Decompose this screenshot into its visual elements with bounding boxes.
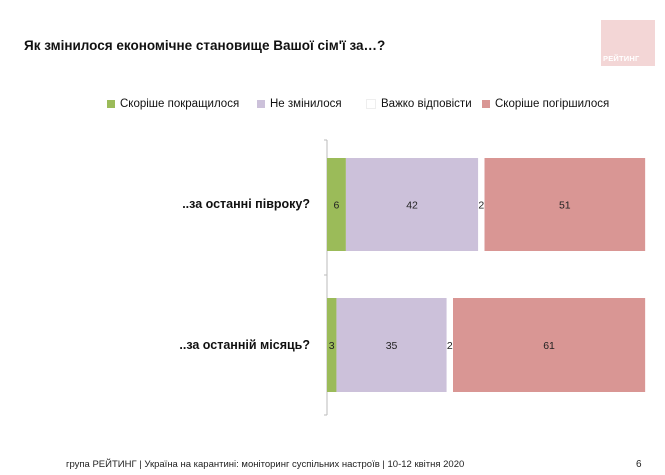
bar-segment [453,298,646,392]
bar-segment [336,298,447,392]
legend: Скоріше покращилося Не змінилося Важко в… [0,98,665,114]
legend-label: Скоріше покращилося [120,98,240,110]
bar-segment [446,298,453,392]
legend-item: Не змінилося [257,98,342,110]
legend-item: Важко відповісти [366,98,472,110]
legend-swatch [107,100,115,108]
legend-label: Скоріше погіршилося [495,98,610,110]
page-title: Як змінилося економічне становище Вашої … [24,38,386,53]
data-label: 2 [447,340,453,352]
data-label: 2 [478,200,484,212]
footer-text: група РЕЙТИНГ | Україна на карантині: мо… [66,459,465,470]
legend-swatch [257,100,265,108]
data-label: 51 [559,200,571,212]
data-label: 6 [334,200,340,212]
legend-item: Скоріше покращилося [107,98,239,110]
category-label: ..за останні півроку? [182,197,310,211]
data-label: 61 [543,340,555,352]
data-label: 42 [406,200,418,212]
legend-swatch [482,100,490,108]
bar-segment [478,158,485,251]
legend-label: Важко відповісти [381,98,472,110]
data-label: 35 [386,340,398,352]
legend-item: Скоріше погіршилося [482,98,609,110]
bar-segment [327,298,337,392]
rating-logo: РЕЙТИНГ [601,20,655,66]
page-number: 6 [636,459,642,470]
legend-label: Не змінилося [270,98,342,110]
data-label: 3 [329,340,335,352]
bar-segment [484,158,646,251]
bar-segment [345,158,479,251]
category-label: ..за останній місяць? [179,338,310,352]
legend-swatch [366,99,376,109]
bar-segment [327,158,346,251]
